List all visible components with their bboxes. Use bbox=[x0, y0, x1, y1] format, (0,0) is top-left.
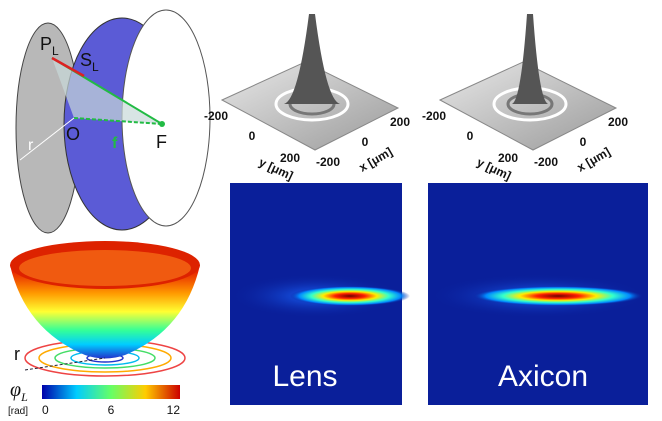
surface bbox=[438, 61, 618, 151]
label-r: r bbox=[28, 137, 34, 154]
x-tick-label: 0 bbox=[362, 135, 369, 149]
label: φL bbox=[10, 379, 28, 404]
label-focus: F bbox=[156, 132, 167, 152]
phi: φ bbox=[10, 379, 21, 401]
x-tick-label: 200 bbox=[608, 115, 628, 129]
bowl bbox=[10, 265, 200, 359]
x-tick-label: -200 bbox=[534, 155, 558, 169]
map-label: Lens bbox=[272, 360, 337, 393]
path-segment bbox=[51, 56, 85, 78]
y-tick-label: 0 bbox=[467, 129, 474, 143]
phi-sub: L bbox=[20, 390, 28, 404]
label-r: r bbox=[14, 344, 20, 364]
intensity-map: Lens bbox=[230, 183, 410, 405]
radius-line bbox=[24, 357, 106, 371]
colorbar-tick: 12 bbox=[167, 403, 181, 417]
colorbar-tick: 0 bbox=[42, 403, 49, 417]
label-s-sub: L bbox=[92, 60, 99, 74]
bowl-inner bbox=[19, 250, 191, 286]
colorbar bbox=[42, 385, 180, 399]
y-tick-label: 200 bbox=[280, 151, 300, 165]
label-f: f bbox=[112, 135, 118, 152]
focus-dot bbox=[159, 121, 165, 127]
y-tick-label: -200 bbox=[204, 109, 228, 123]
y-tick-label: 0 bbox=[249, 129, 256, 143]
label-p-sub: L bbox=[52, 44, 59, 58]
surface bbox=[220, 61, 400, 151]
phase-plot: r φL [rad] 0 6 12 bbox=[8, 241, 200, 417]
x-tick-label: 200 bbox=[390, 115, 410, 129]
radius-line bbox=[19, 117, 75, 161]
unit: [rad] bbox=[8, 406, 28, 417]
colorbar-tick: 6 bbox=[108, 403, 115, 417]
focal-axis bbox=[73, 117, 163, 125]
label: PL bbox=[40, 34, 59, 58]
label: SL bbox=[80, 50, 99, 74]
label-o: O bbox=[66, 124, 80, 144]
peak bbox=[512, 14, 548, 104]
focus bbox=[473, 286, 643, 306]
x-tick-label: -200 bbox=[316, 155, 340, 169]
lens-diagram: PL SL r O f F bbox=[15, 9, 211, 234]
x-tick-label: 0 bbox=[580, 135, 587, 149]
focus bbox=[290, 286, 410, 306]
peak bbox=[284, 14, 340, 104]
intensity-map: Axicon bbox=[428, 183, 648, 405]
y-tick-label: 200 bbox=[498, 151, 518, 165]
y-tick-label: -200 bbox=[422, 109, 446, 123]
map-label: Axicon bbox=[498, 360, 588, 393]
label-p: P bbox=[40, 34, 52, 54]
label-s: S bbox=[80, 50, 92, 70]
